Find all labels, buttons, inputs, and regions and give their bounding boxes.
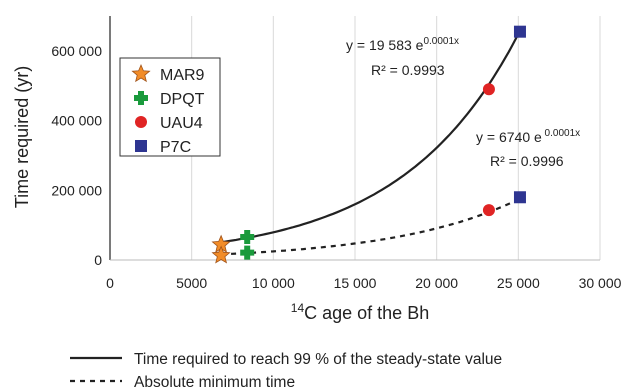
r2-steady: R² = 0.9993 (371, 62, 445, 78)
data-point-uau4 (482, 204, 495, 217)
data-point-mar9 (211, 245, 231, 264)
equation-steady-state: y = 19 583 e0.0001x R² = 0.9993 (346, 36, 459, 78)
legend-marker-uau4 (135, 116, 147, 128)
x-axis-title: 14C age of the Bh (291, 301, 429, 323)
legend-marker-dpqt (134, 91, 148, 105)
r2-minimum: R² = 0.9996 (490, 153, 564, 169)
y-tick-label: 600 000 (51, 43, 102, 59)
grid-lines (191, 16, 601, 260)
legend-marker-p7c (135, 140, 147, 152)
legend-label-p7c: P7C (160, 139, 191, 156)
x-tick-label: 5000 (176, 275, 207, 291)
line-style-legend: Time required to reach 99 % of the stead… (70, 351, 502, 389)
tick-labels: 0 5000 10 000 15 000 20 000 25 000 30 000 0 200 … (51, 43, 621, 291)
y-axis-title: Time required (yr) (12, 66, 32, 208)
axes (109, 16, 600, 261)
marker-legend: MAR9 DPQT UAU4 P7C (119, 57, 221, 157)
x-tick-label: 0 (106, 275, 114, 291)
data-point-dpqt (240, 229, 255, 244)
fit-curve-minimum (221, 197, 521, 256)
x-tick-label: 25 000 (497, 275, 540, 291)
legend-label-uau4: UAU4 (160, 115, 203, 132)
equation-minimum-main: y = 6740 e 0.0001x (476, 128, 580, 145)
fit-curve-steady (220, 30, 521, 244)
y-tick-label: 0 (94, 252, 102, 268)
data-markers (211, 25, 526, 264)
y-tick-label: 400 000 (51, 113, 102, 129)
legend-label-dpqt: DPQT (160, 91, 205, 108)
data-point-uau4 (482, 83, 495, 96)
data-point-dpqt (240, 245, 255, 260)
fit-curves (220, 30, 521, 256)
data-point-p7c (513, 191, 526, 204)
x-tick-label: 20 000 (415, 275, 458, 291)
legend-marker-mar9 (131, 63, 151, 83)
solid-line-label: Time required to reach 99 % of the stead… (134, 351, 502, 368)
data-point-p7c (513, 25, 526, 38)
x-tick-label: 10 000 (252, 275, 295, 291)
x-tick-label: 30 000 (579, 275, 622, 291)
dashed-line-label: Absolute minimum time (134, 374, 295, 389)
y-tick-label: 200 000 (51, 182, 102, 198)
equation-steady-main: y = 19 583 e0.0001x (346, 36, 459, 53)
x-tick-label: 15 000 (334, 275, 377, 291)
legend-label-mar9: MAR9 (160, 67, 205, 84)
equation-minimum: y = 6740 e 0.0001x R² = 0.9996 (476, 128, 580, 169)
